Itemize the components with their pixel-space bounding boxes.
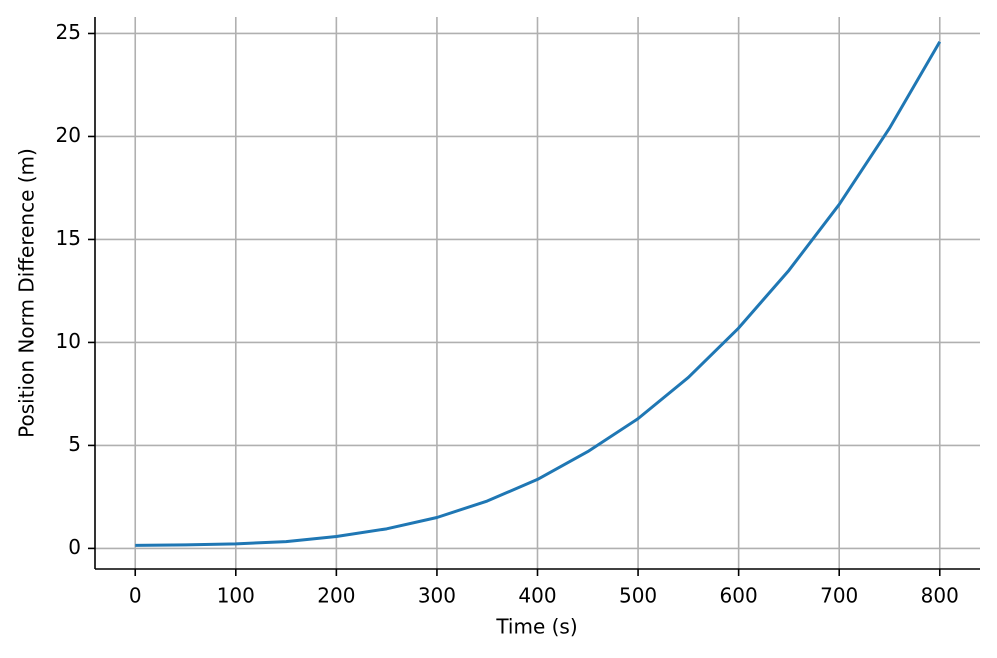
x-tick-label: 0	[129, 584, 142, 608]
y-axis-label: Position Norm Difference (m)	[15, 148, 39, 438]
y-tick-label: 15	[56, 226, 81, 250]
x-tick-label: 500	[619, 584, 657, 608]
y-tick-label: 5	[68, 432, 81, 456]
x-tick-label: 600	[720, 584, 758, 608]
x-tick-label: 400	[518, 584, 556, 608]
x-tick-label: 200	[317, 584, 355, 608]
x-tick-label: 100	[217, 584, 255, 608]
y-tick-label: 0	[68, 535, 81, 559]
y-tick-label: 20	[56, 123, 81, 147]
y-tick-label: 10	[56, 329, 81, 353]
x-tick-label: 700	[820, 584, 858, 608]
data-line	[135, 40, 942, 547]
y-tick-label: 25	[56, 20, 81, 44]
x-tick-label: 800	[921, 584, 959, 608]
x-axis-label: Time (s)	[495, 615, 577, 639]
x-tick-label: 300	[418, 584, 456, 608]
